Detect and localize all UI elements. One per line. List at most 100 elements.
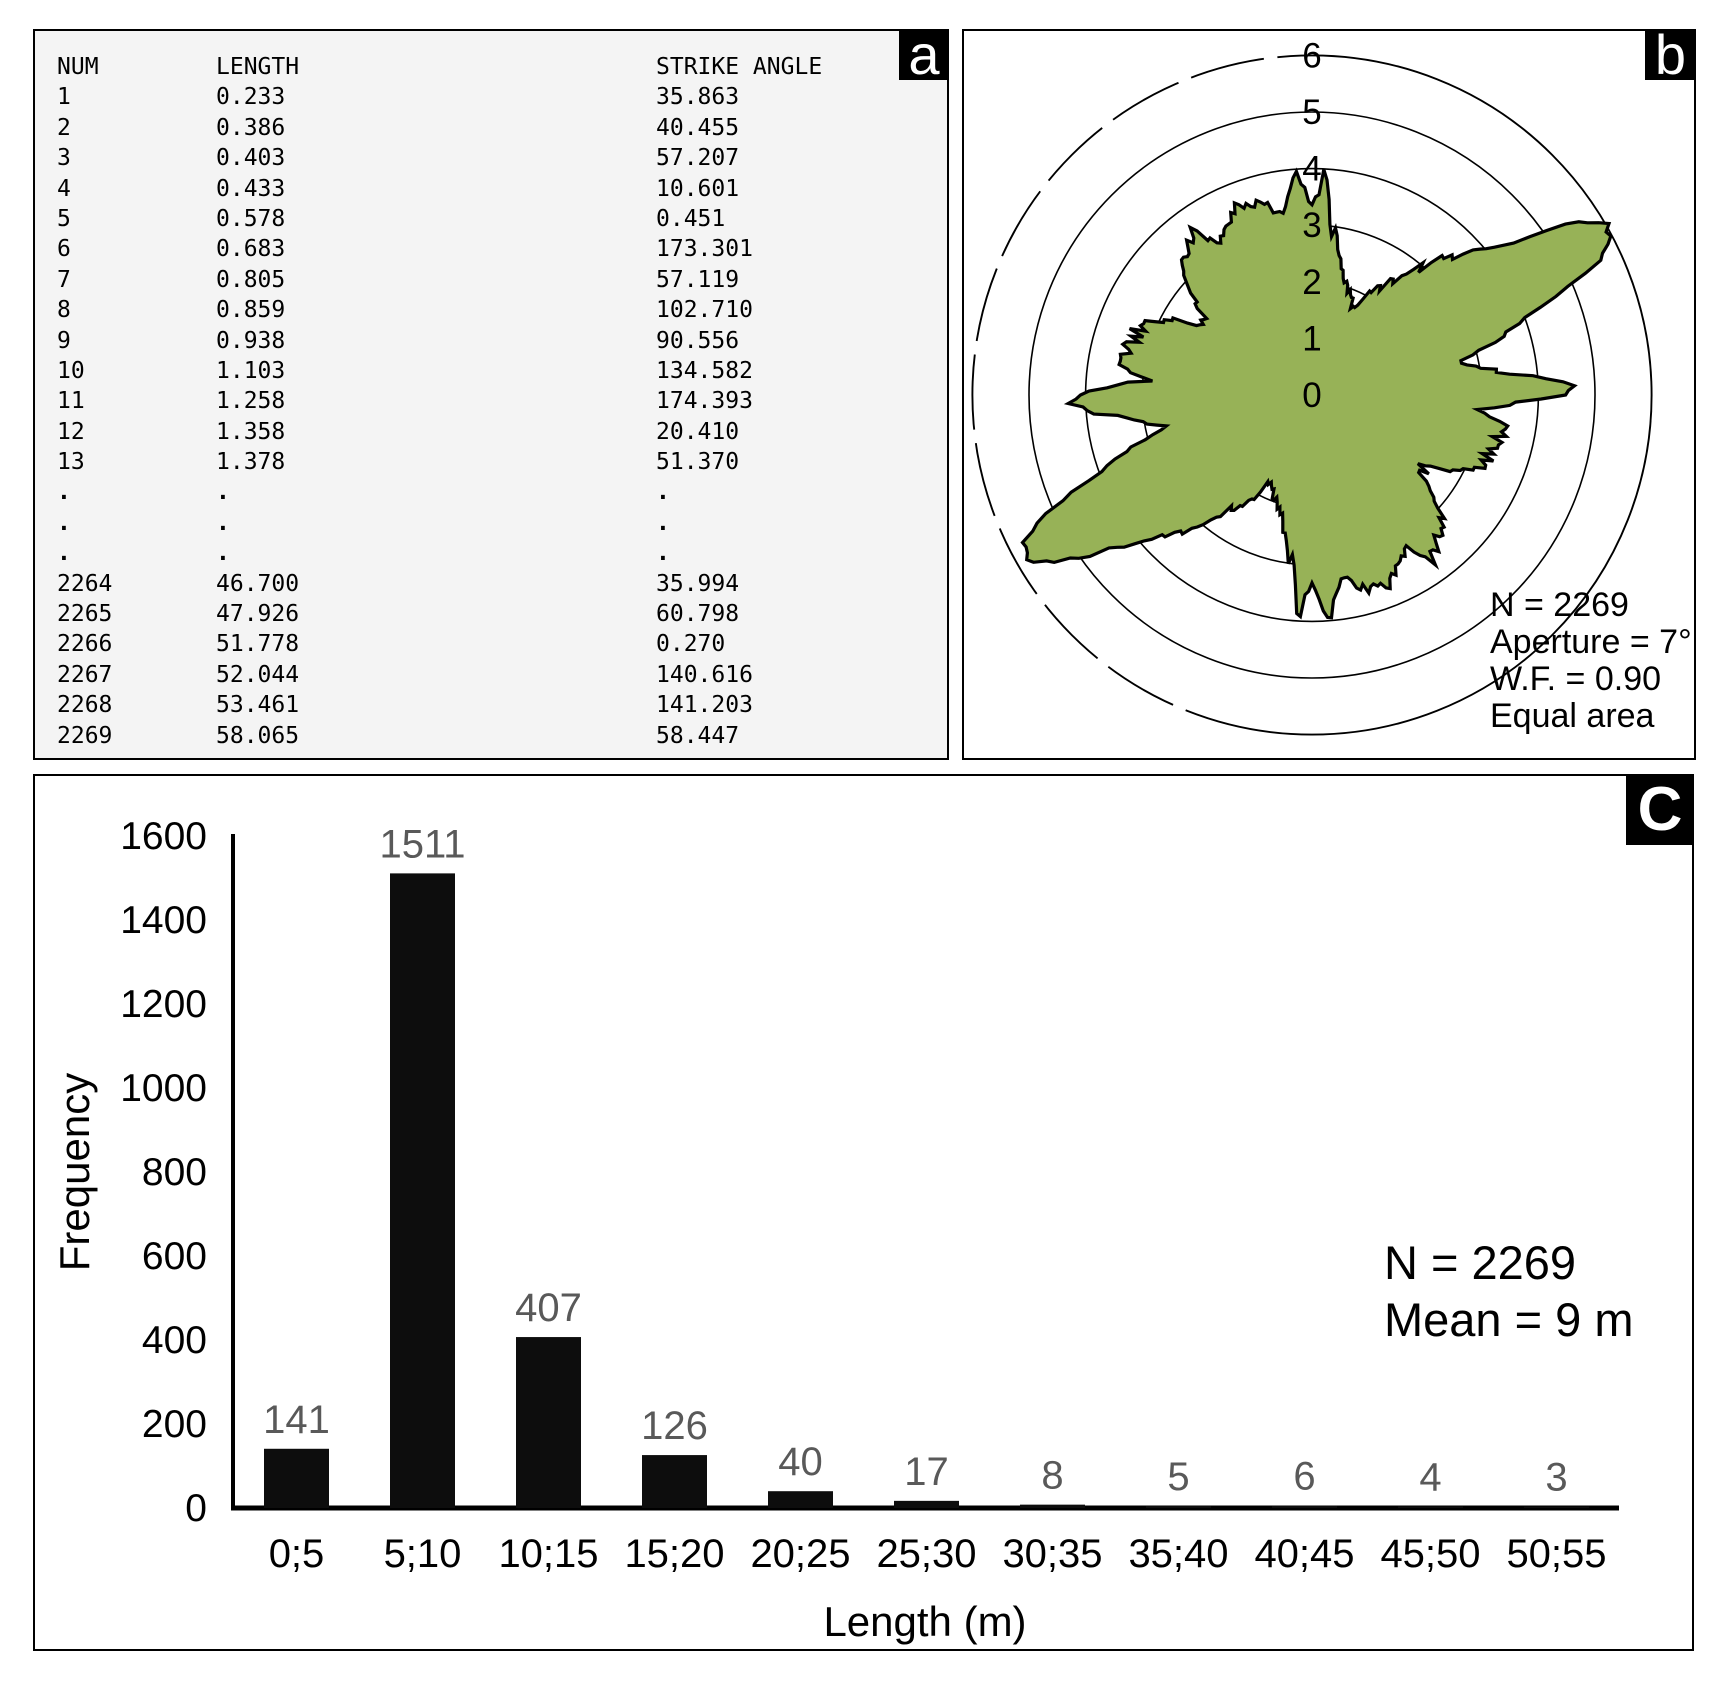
bar-35;40 (1146, 1505, 1211, 1508)
table-row-col1: 0.805 (216, 266, 286, 293)
bar-45;50 (1398, 1506, 1463, 1508)
bar-value-label-40: 40 (778, 1440, 823, 1484)
table-header-row-col2: STRIKE ANGLE (656, 54, 823, 80)
table-row-col2: 141.203 (656, 692, 753, 719)
rose-outer-ring-gap (1095, 655, 1111, 670)
table-row-col1: 52.044 (216, 661, 300, 688)
rose-outer-ring-gap (1263, 54, 1278, 62)
table-row-col1: 1.378 (216, 449, 286, 476)
table-row-col2: 140.616 (656, 661, 753, 688)
x-tick-label-0;5: 0;5 (269, 1532, 325, 1576)
table-row-col1: 0.938 (216, 327, 286, 354)
table-header-row: NUM LENGTH STRIKE ANGLE (57, 52, 947, 82)
x-tick-label-25;30: 25;30 (876, 1532, 976, 1576)
rose-ring-label-1: 1 (1302, 319, 1321, 358)
rose-petals-shape (1020, 167, 1613, 620)
table-header-row-col1: LENGTH (216, 54, 300, 80)
rose-ring-label-6: 6 (1302, 36, 1321, 75)
table-row: 2 0.386 40.455 (57, 113, 947, 143)
x-tick-label-40;45: 40;45 (1254, 1532, 1354, 1576)
table-row-col2: 10.601 (656, 175, 740, 202)
table-row-col0: 2 (57, 114, 71, 141)
table-row-col1: 1.258 (216, 388, 286, 415)
table-row-col2: 40.455 (656, 114, 740, 141)
table-row: ... (57, 508, 947, 538)
rose-annotation-line: Equal area (1490, 697, 1655, 735)
rose-ring-6 (971, 54, 1653, 736)
table-row: 9 0.938 90.556 (57, 326, 947, 356)
rose-outer-ring-gap (971, 340, 980, 355)
table-row: ... (57, 477, 947, 507)
table-row-col2: 20.410 (656, 418, 740, 445)
table-row: 12 1.358 20.410 (57, 417, 947, 447)
table-row-col2: 35.994 (656, 570, 740, 597)
y-tick-label-1000: 1000 (120, 1067, 207, 1110)
bar-20;25 (768, 1491, 833, 1508)
table-row-col1: 0.233 (216, 84, 286, 111)
table-row-col1: 0.386 (216, 114, 286, 141)
table-row-col1: 1.103 (216, 357, 286, 384)
rose-outer-ring-gap (1100, 117, 1115, 131)
table-row: 4 0.433 10.601 (57, 174, 947, 204)
rose-outer-ring-gap (1037, 178, 1052, 194)
rose-outer-ring-gap (1034, 592, 1048, 607)
table-row-col0: 9 (57, 327, 71, 354)
bar-value-label-407: 407 (515, 1286, 582, 1330)
table-row-col2: 174.393 (656, 388, 753, 415)
bar-25;30 (894, 1500, 959, 1508)
bar-40;45 (1272, 1505, 1337, 1508)
panel-b-rose-diagram: 0 1 2 3 4 5 6 N = 2269 Aperture = 7° W.F. = 0.… (962, 23, 1696, 760)
histogram-annotation-line: N = 2269 (1384, 1236, 1577, 1289)
table-row-col1: 1.358 (216, 418, 286, 445)
y-tick-label-800: 800 (142, 1151, 207, 1194)
table-row-col0: 2269 (57, 722, 113, 749)
rose-outer-ring-gap (991, 514, 1003, 530)
panel-a-data-table: a NUM LENGTH STRIKE ANGLE 1 0.233 35.863 2 0.38… (33, 23, 949, 760)
table-row-col1: . (216, 479, 230, 506)
bar-0;5 (264, 1448, 329, 1508)
table-row: 8 0.859 102.710 (57, 295, 947, 325)
bar-50;55 (1524, 1506, 1589, 1508)
table-row: 2268 53.461 141.203 (57, 690, 947, 720)
table-row: 2269 58.065 58.447 (57, 721, 947, 751)
x-tick-label-45;50: 45;50 (1380, 1532, 1480, 1576)
y-tick-label-1600: 1600 (120, 815, 207, 858)
y-tick-label-600: 600 (142, 1235, 207, 1278)
panel-c-histogram: 0 200 400 600 800 1000 1200 1400 1600 141 0;5 1511 5… (33, 774, 1694, 1651)
table-row-col2: 173.301 (656, 236, 753, 263)
histogram-annotation: N = 2269 Mean = 9 m (1384, 1234, 1633, 1348)
table-row: 3 0.403 57.207 (57, 143, 947, 173)
table-row-col0: 7 (57, 266, 71, 293)
rose-annotation-line: W.F. = 0.90 (1490, 660, 1662, 698)
table-row-col1: . (216, 509, 230, 536)
table-row-col2: . (656, 509, 670, 536)
table-header-row-col0: NUM (57, 54, 99, 80)
y-tick-label-0: 0 (185, 1487, 207, 1530)
table-row-col0: . (57, 540, 71, 567)
table-row-col1: 46.700 (216, 570, 300, 597)
rose-diagram-plot: 0 1 2 3 4 5 6 (971, 36, 1653, 736)
x-tick-label-5;10: 5;10 (384, 1532, 462, 1576)
rose-outer-ring-gap (1177, 74, 1193, 86)
table-row-col1: 0.403 (216, 145, 286, 172)
table-row-col2: 58.447 (656, 722, 740, 749)
bar-value-label-5: 5 (1167, 1455, 1189, 1499)
rose-ring-label-2: 2 (1302, 263, 1321, 302)
table-row-col0: 8 (57, 297, 71, 324)
panel-c-label-badge: C (1626, 774, 1694, 845)
table-row-col0: 5 (57, 205, 71, 232)
table-row: 5 0.578 0.451 (57, 204, 947, 234)
bar-5;10 (390, 873, 455, 1508)
length-histogram-plot: 0 200 400 600 800 1000 1200 1400 1600 141 0;5 1511 5… (51, 815, 1619, 1645)
table-row-col1: 0.859 (216, 297, 286, 324)
table-row-col2: 51.370 (656, 449, 740, 476)
table-row: 6 0.683 173.301 (57, 234, 947, 264)
table-row: 13 1.378 51.370 (57, 447, 947, 477)
y-tick-label-400: 400 (142, 1319, 207, 1362)
table-row-col0: 4 (57, 175, 71, 202)
bar-10;15 (516, 1337, 581, 1508)
x-tick-label-10;15: 10;15 (498, 1532, 598, 1576)
bar-value-label-3: 3 (1545, 1456, 1567, 1500)
table-row-col0: . (57, 509, 71, 536)
table-row-col2: 0.451 (656, 205, 726, 232)
